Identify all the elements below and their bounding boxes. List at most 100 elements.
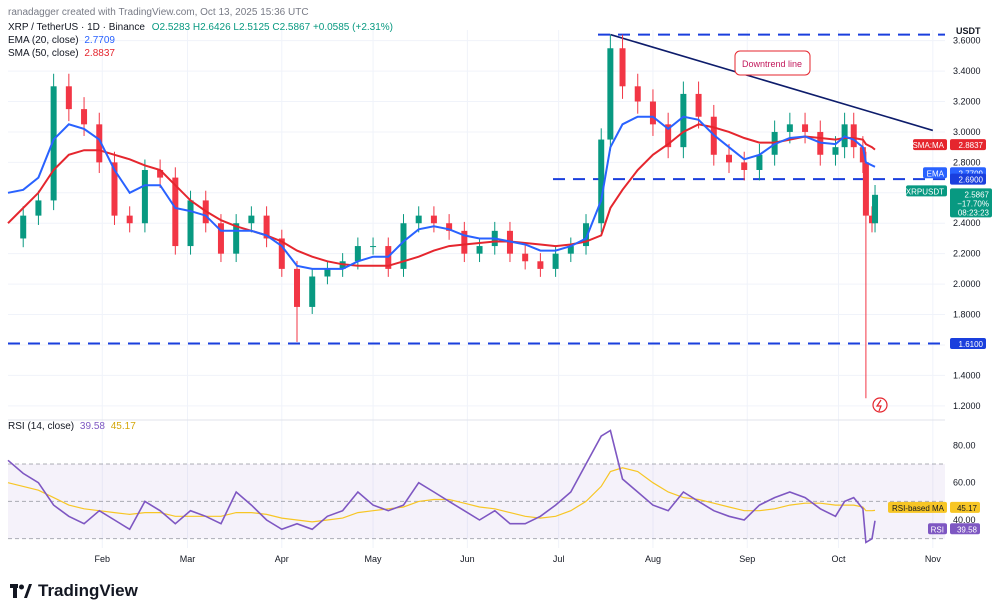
sma-tag-box <box>913 139 947 151</box>
candle-body <box>309 276 316 307</box>
candle-body <box>461 230 468 254</box>
sma-line <box>7 123 876 267</box>
byline: ranadagger created with TradingView.com,… <box>8 7 309 18</box>
candle-body <box>111 162 118 216</box>
annotations: Downtrend line <box>734 50 888 413</box>
price-tick-label: 2.2000 <box>953 249 981 259</box>
ema-legend[interactable]: EMA (20, close) 2.7709 <box>8 35 115 46</box>
candle-body <box>649 101 656 125</box>
candle-body <box>446 223 453 231</box>
sma-legend-label: SMA (50, close) <box>8 48 79 59</box>
candle-body <box>217 223 224 254</box>
candle-body <box>233 223 240 254</box>
rsi-legend[interactable]: RSI (14, close) 39.58 45.17 <box>8 421 136 432</box>
rsi-ma-value-tag-box <box>950 501 980 513</box>
price-tick-label: 2.4000 <box>953 218 981 228</box>
currency-label: USDT <box>956 26 981 36</box>
candle-body <box>726 154 733 163</box>
candle-body <box>741 162 748 170</box>
candle-body <box>862 162 869 216</box>
symbol-tag-text: XRPUSDT <box>906 187 944 196</box>
price-tick-label: 3.2000 <box>953 97 981 107</box>
price-tick-label: 1.4000 <box>953 370 981 380</box>
last-price-tag-text: 08:23:23 <box>958 208 990 217</box>
time-tick-label: Oct <box>832 554 847 564</box>
rsi-ma-legend-value: 45.17 <box>110 421 136 432</box>
time-tick-label: Jul <box>553 554 565 564</box>
tradingview-logo-icon <box>10 584 32 598</box>
ema-legend-value: 2.7709 <box>84 35 115 46</box>
candle-body <box>126 215 133 224</box>
time-tick-label: Feb <box>95 554 111 564</box>
price-tick-label: 3.0000 <box>953 127 981 137</box>
time-tick-label: Sep <box>739 554 755 564</box>
horizontal-levels <box>8 33 945 345</box>
candle-body <box>370 246 377 248</box>
candle-body <box>157 169 164 178</box>
time-tick-label: Aug <box>645 554 661 564</box>
rsi-value-tag-text: 39.58 <box>957 525 978 534</box>
last-price-tag-box <box>950 188 992 218</box>
candle-body <box>665 124 672 148</box>
candle-body <box>786 124 793 132</box>
candle-body <box>354 246 361 262</box>
symbol-name: XRP / TetherUS · 1D · Binance <box>8 22 145 33</box>
time-tick-label: Apr <box>275 554 289 564</box>
symbol-info: XRP / TetherUS · 1D · Binance O2.5283 H2… <box>8 22 393 33</box>
price-labels: SMA:MA2.8837EMA2.77092.6900XRPUSDT2.5867… <box>888 139 992 535</box>
ema-line <box>7 115 876 270</box>
candle-body <box>756 154 763 170</box>
candle-body <box>65 86 72 110</box>
candle-body <box>680 93 687 148</box>
rsi-ma-tag-text: RSI-based MA <box>892 504 945 513</box>
last-price-tag-text: −17.70% <box>957 199 989 208</box>
time-tick-label: Nov <box>925 554 942 564</box>
price-tick-label: 1.8000 <box>953 310 981 320</box>
rsi-tick-label: 80.00 <box>953 440 976 450</box>
tradingview-logo-text: TradingView <box>38 581 138 600</box>
flash-event-icon <box>872 397 888 413</box>
candle-body <box>294 268 301 307</box>
candle-body <box>187 200 194 247</box>
rsi-tick-label: 60.00 <box>953 478 976 488</box>
symbol-tag-box <box>906 185 947 197</box>
ema-tag-text: EMA <box>927 169 945 178</box>
tradingview-logo[interactable]: TradingView <box>10 581 138 601</box>
price-axis: USDT3.60003.40003.20003.00002.80002.6000… <box>953 26 981 525</box>
rsi-series <box>7 429 945 544</box>
level-2690-tag-box <box>950 173 986 185</box>
rsi-tag-box <box>928 523 947 535</box>
rsi-legend-label: RSI (14, close) <box>8 421 75 432</box>
price-tick-label: 1.2000 <box>953 401 981 411</box>
candle-body <box>400 223 407 269</box>
level-1610-tag-text: 1.6100 <box>959 340 984 349</box>
candle-body <box>583 223 590 247</box>
time-axis: Feb Mar Apr May Jun Jul Aug Sep Oct Nov <box>95 554 942 564</box>
rsi-ma-value-tag-text: 45.17 <box>957 504 978 513</box>
moving-averages <box>7 115 876 270</box>
candle-body <box>567 246 574 254</box>
candle-body <box>552 253 559 269</box>
candle-body <box>172 177 179 247</box>
price-tick-label: 2.0000 <box>953 279 981 289</box>
candle-body <box>81 109 88 125</box>
rsi-tick-label: 40.00 <box>953 515 976 525</box>
sma-value-tag-box <box>950 139 986 151</box>
candle-body <box>872 194 879 224</box>
ema-legend-label: EMA (20, close) <box>8 35 79 46</box>
candle-body <box>607 48 614 140</box>
rsi-ma-tag-box <box>888 501 947 513</box>
candle-body <box>278 238 285 269</box>
candle-body <box>50 86 57 201</box>
downtrend-callout-text: Downtrend line <box>742 59 802 69</box>
candle-body <box>415 215 422 224</box>
candle-body <box>634 86 641 102</box>
flash-event-bolt <box>875 399 882 412</box>
candle-body <box>430 215 437 224</box>
candle-body <box>96 124 103 163</box>
rsi-legend-value: 39.58 <box>79 421 105 432</box>
candle-body <box>537 261 544 269</box>
sma-legend[interactable]: SMA (50, close) 2.8837 <box>8 48 115 59</box>
price-tick-label: 3.4000 <box>953 66 981 76</box>
